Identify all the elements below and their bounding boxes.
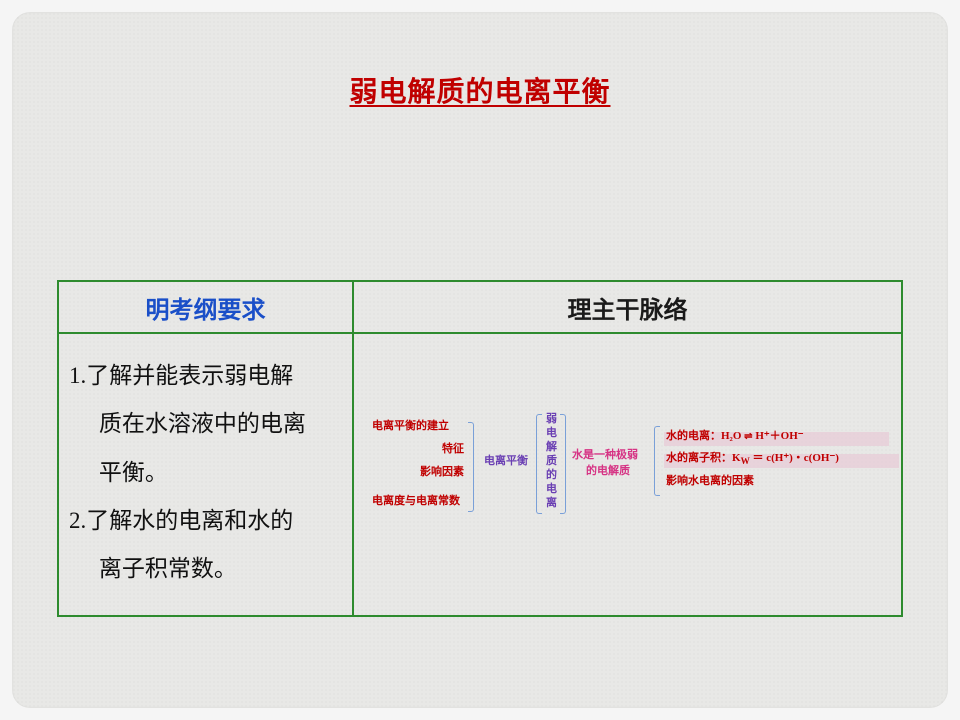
v2: 电 [546, 426, 557, 440]
req2-line2: 离子积常数。 [97, 545, 342, 593]
v6: 电 [546, 482, 557, 496]
req1-line1: 1.了解并能表示弱电解 [69, 363, 293, 388]
node-water-weak-b: 的电解质 [586, 464, 630, 478]
main-table: 明考纲要求 理主干脉络 1.了解并能表示弱电解 质在水溶液中的电离 平衡。 2.… [57, 280, 903, 617]
bracket-right-group [654, 426, 660, 496]
bracket-center-right [560, 414, 566, 514]
body-row: 1.了解并能表示弱电解 质在水溶液中的电离 平衡。 2.了解水的电离和水的 离子… [58, 333, 902, 616]
node-feature: 特征 [442, 442, 464, 456]
req1-line2: 质在水溶液中的电离 [97, 400, 342, 448]
diagram-cell: 电离平衡的建立 特征 影响因素 电离度与电离常数 电离平衡 弱 电 解 质 的 … [353, 333, 902, 616]
bracket-left-group [468, 422, 474, 512]
node-water-weak-a: 水是一种极弱 [572, 448, 638, 462]
node-kw: 水的离子积：KW ＝ c(H⁺)・c(OH⁻) [666, 451, 839, 468]
r2sub: W [741, 456, 750, 466]
concept-map: 电离平衡的建立 特征 影响因素 电离度与电离常数 电离平衡 弱 电 解 质 的 … [354, 334, 901, 615]
node-factor: 影响因素 [420, 465, 464, 479]
req-2: 2.了解水的电离和水的 离子积常数。 [69, 497, 342, 594]
header-right: 理主干脉络 [353, 281, 902, 333]
header-row: 明考纲要求 理主干脉络 [58, 281, 902, 333]
node-water-ionize: 水的电离：H₂O ⇌ H⁺＋OH⁻ [666, 429, 804, 443]
slide-title: 弱电解质的电离平衡 [12, 70, 948, 110]
node-degree: 电离度与电离常数 [372, 494, 460, 508]
r1b: H⁺＋OH⁻ [755, 430, 803, 442]
v1: 弱 [546, 412, 557, 426]
node-water-factor: 影响水电离的因素 [666, 474, 754, 488]
r2b: ＝ c(H⁺)・c(OH⁻) [750, 452, 839, 464]
v3: 解 [546, 440, 557, 454]
node-equilibrium: 电离平衡 [484, 454, 528, 468]
equil-arrow-icon: ⇌ [744, 431, 752, 442]
node-establish: 电离平衡的建立 [372, 419, 449, 433]
slide-body: 弱电解质的电离平衡 明考纲要求 理主干脉络 1.了解并能表示弱电解 质在水溶液中… [12, 12, 948, 708]
r2: 水的离子积：K [666, 452, 741, 464]
header-left: 明考纲要求 [58, 281, 353, 333]
req-1: 1.了解并能表示弱电解 质在水溶液中的电离 平衡。 [69, 352, 342, 497]
v4: 质 [546, 454, 557, 468]
v5: 的 [546, 468, 557, 482]
requirements-cell: 1.了解并能表示弱电解 质在水溶液中的电离 平衡。 2.了解水的电离和水的 离子… [58, 333, 353, 616]
req1-line3: 平衡。 [97, 449, 342, 497]
bracket-center-left [536, 414, 542, 514]
req2-line1: 2.了解水的电离和水的 [69, 508, 293, 533]
r1a: 水的电离：H₂O [666, 430, 741, 442]
v7: 离 [546, 496, 557, 510]
